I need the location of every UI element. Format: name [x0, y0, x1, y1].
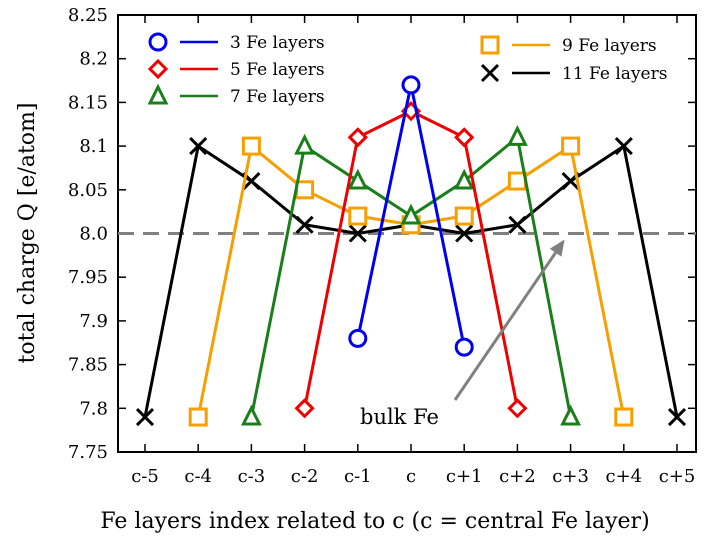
data-point: [241, 136, 261, 156]
data-point: [454, 127, 475, 148]
marker-stroke: [480, 63, 500, 83]
legend: 3 Fe layers 5 Fe layers 7 Fe layers 9 Fe la…: [147, 32, 667, 107]
legend-marker: [148, 32, 168, 52]
annotation-label: bulk Fe: [360, 405, 439, 429]
data-point: [454, 337, 474, 357]
marker-stroke: [295, 215, 314, 234]
data-point: [455, 224, 474, 243]
data-point: [507, 171, 527, 191]
legend-label: 7 Fe layers: [230, 87, 325, 107]
data-point: [295, 215, 314, 234]
marker-stroke: [135, 407, 155, 427]
legend-item: 7 Fe layers: [147, 83, 325, 107]
y-axis: 7.75 7.8 7.85 7.9 7.95 8.0 8.05 8.1 8.15 8.2 8.25: [68, 5, 696, 463]
y-tick-label: 7.85: [68, 355, 108, 376]
legend-label: 3 Fe layers: [230, 33, 325, 53]
data-point: [453, 168, 475, 190]
data-point: [508, 215, 527, 234]
legend-item: 9 Fe layers: [480, 35, 657, 56]
data-point: [400, 203, 422, 225]
x-tick-label: c-1: [344, 466, 372, 487]
data-point: [348, 206, 368, 226]
data-point: [614, 137, 633, 156]
data-point: [294, 398, 315, 419]
y-tick-label: 7.95: [68, 267, 108, 288]
data-point: [507, 398, 528, 419]
series-7-fe-layers: [240, 125, 582, 426]
annotation-arrow-head: [549, 239, 565, 257]
series-11-fe-layers: [135, 137, 687, 427]
data-point: [189, 137, 208, 156]
marker-stroke: [667, 407, 687, 427]
x-tick-label: c+2: [499, 466, 536, 487]
y-tick-label: 8.05: [68, 180, 108, 201]
y-tick-label: 8.25: [68, 5, 108, 26]
y-tick-label: 7.8: [79, 398, 108, 419]
marker-stroke: [189, 137, 208, 156]
legend-marker: [480, 63, 500, 83]
x-tick-label: c+3: [552, 466, 589, 487]
legend-label: 9 Fe layers: [562, 36, 657, 56]
x-tick-label: c-5: [131, 466, 159, 487]
y-tick-label: 8.15: [68, 92, 108, 113]
data-point: [348, 328, 368, 348]
marker-stroke: [455, 224, 474, 243]
y-tick-label: 7.75: [68, 442, 108, 463]
x-tick-label: c+4: [605, 466, 642, 487]
marker-stroke: [242, 171, 261, 191]
data-point: [188, 407, 208, 427]
legend-marker: [480, 35, 500, 55]
x-axis-title: Fe layers index related to c (c = centra…: [100, 509, 649, 534]
data-point: [614, 407, 634, 427]
annotation-arrow: [453, 251, 557, 401]
data-point: [294, 133, 316, 155]
data-point: [560, 404, 582, 426]
data-point: [561, 136, 581, 156]
legend-item: 5 Fe layers: [147, 58, 325, 80]
x-axis: c-5 c-4 c-3 c-2 c-1 c c+1 c+2 c+3 c+4 c+5: [131, 15, 695, 487]
x-tick-label: c: [406, 466, 416, 487]
marker-stroke: [348, 224, 367, 243]
y-tick-label: 7.9: [79, 311, 108, 332]
data-point: [347, 168, 369, 190]
y-tick-label: 8.0: [79, 224, 108, 245]
y-axis-title: total charge Q [e/atom]: [15, 103, 40, 364]
x-tick-label: c+1: [446, 466, 483, 487]
data-point: [506, 125, 528, 146]
data-point: [347, 127, 368, 148]
series-layer: [135, 75, 687, 427]
legend-item: 3 Fe layers: [148, 32, 325, 53]
data-point: [348, 224, 367, 243]
x-tick-label: c-3: [238, 466, 266, 487]
data-point: [135, 407, 155, 427]
legend-marker: [147, 83, 169, 105]
legend-marker: [147, 58, 169, 80]
y-tick-label: 8.2: [79, 49, 108, 70]
data-point: [295, 180, 315, 200]
x-tick-label: c-2: [291, 466, 319, 487]
legend-label: 11 Fe layers: [562, 64, 667, 84]
series-line: [196, 144, 626, 418]
legend-label: 5 Fe layers: [230, 60, 325, 80]
annotation: bulk Fe: [360, 239, 565, 429]
x-tick-label: c-4: [184, 466, 212, 487]
legend-item: 11 Fe layers: [480, 63, 667, 84]
series-9-fe-layers: [188, 136, 634, 427]
data-point: [401, 75, 421, 95]
series-3-fe-layers: [348, 75, 474, 357]
data-point: [667, 407, 687, 427]
x-tick-label: c+5: [659, 466, 696, 487]
data-point: [454, 206, 474, 226]
marker-stroke: [508, 215, 527, 234]
series-5-fe-layers: [294, 101, 528, 419]
y-tick-label: 8.1: [79, 136, 108, 157]
data-point: [240, 404, 262, 426]
marker-stroke: [614, 137, 633, 156]
series-line: [303, 109, 519, 409]
